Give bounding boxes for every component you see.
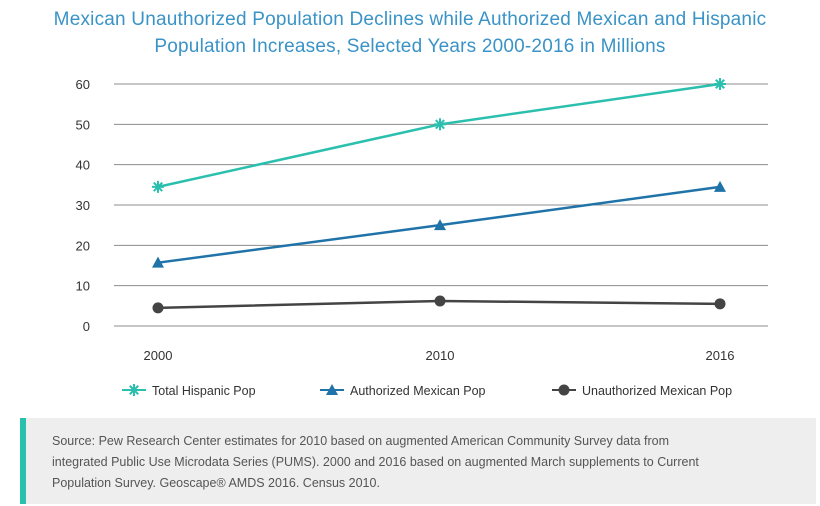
y-tick-label: 10 [76,279,90,294]
legend-label-1: Authorized Mexican Pop [350,384,486,398]
chart-title: Mexican Unauthorized Population Declines… [0,6,820,60]
source-note: Source: Pew Research Center estimates fo… [20,418,816,504]
x-tick-label: 2016 [706,348,735,363]
series-1-point [714,180,726,192]
series-0-point [434,118,446,131]
y-tick-label: 40 [76,158,90,173]
legend-marker-2 [558,384,570,396]
source-line-3: Population Survey. Geoscape® AMDS 2016. … [52,476,380,490]
series-2-point [152,302,164,314]
x-tick-label: 2010 [426,348,455,363]
chart-title-line-1: Mexican Unauthorized Population Declines… [53,9,767,30]
y-tick-label: 20 [76,238,90,253]
source-label: Source: [52,434,96,448]
legend-label-2: Unauthorized Mexican Pop [582,384,732,398]
series-1-point [152,256,164,268]
y-tick-label: 30 [76,198,90,213]
y-tick-label: 60 [76,77,90,92]
y-tick-label: 50 [76,117,90,132]
x-tick-label: 2000 [144,348,173,363]
y-tick-label: 0 [83,319,90,334]
chart-title-line-2: Population Increases, Selected Years 200… [154,36,666,57]
source-line-1: Pew Research Center estimates for 2010 b… [95,434,669,448]
line-chart: 0 10 20 30 40 50 60 2000 2010 2016 Total Hispanic … [76,77,768,398]
series-1-point [434,219,446,231]
legend-label-0: Total Hispanic Pop [152,384,256,398]
legend-marker-0 [128,384,140,396]
series-line-0 [157,82,721,189]
series-0-point [714,78,726,90]
source-line-2: integrated Public Use Microdata Series (… [52,455,699,469]
legend-marker-1 [326,384,338,395]
series-0-point [152,180,164,193]
series-2-point [434,295,446,307]
series-2-point [714,298,726,310]
